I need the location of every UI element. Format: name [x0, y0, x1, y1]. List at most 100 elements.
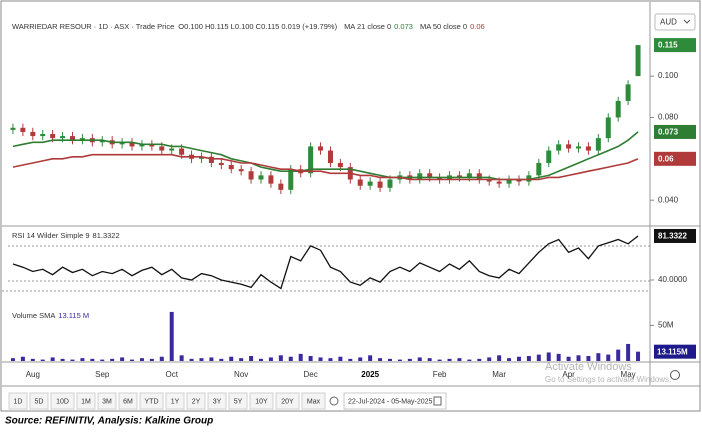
candle-body: [238, 169, 244, 172]
last-value-box: [654, 151, 696, 166]
range-button[interactable]: [249, 392, 274, 410]
candle-body: [60, 136, 66, 139]
volume-bar: [120, 357, 125, 361]
watermark-title: Activate Windows: [545, 361, 632, 373]
candle-body: [546, 150, 552, 163]
range-button[interactable]: [228, 392, 248, 410]
volume-bar: [507, 358, 512, 361]
range-button[interactable]: [275, 392, 300, 410]
volume-bar: [526, 356, 531, 361]
volume-bar: [616, 349, 621, 361]
range-button[interactable]: [165, 392, 185, 410]
x-tick-label: Oct: [165, 370, 178, 379]
range-label[interactable]: 20Y: [281, 398, 294, 405]
range-label[interactable]: 5D: [35, 398, 44, 405]
volume-bar: [358, 357, 363, 361]
candle-body: [159, 146, 165, 151]
volume-bar: [20, 356, 25, 361]
range-label[interactable]: 2Y: [192, 398, 201, 405]
volume-bar: [60, 358, 65, 361]
volume-bar: [189, 358, 194, 361]
legend-value: 81.3322: [93, 231, 120, 240]
range-label[interactable]: 5Y: [234, 398, 243, 405]
range-label[interactable]: 3Y: [213, 398, 222, 405]
series-line: [12, 153, 639, 181]
legend-name: MA 50 close 0: [420, 22, 467, 31]
range-button[interactable]: [8, 392, 28, 410]
volume-bar: [626, 343, 631, 361]
x-tick-label: May: [621, 370, 636, 379]
volume-bar: [576, 355, 581, 361]
candle-body: [466, 173, 472, 178]
range-label[interactable]: 6M: [123, 398, 133, 405]
range-button[interactable]: [29, 392, 49, 410]
volume-bar: [586, 356, 591, 361]
currency[interactable]: AUD: [660, 18, 677, 27]
volume-bar: [90, 358, 95, 361]
range-button[interactable]: [97, 392, 117, 410]
range-button[interactable]: [186, 392, 206, 410]
range-button[interactable]: [76, 392, 96, 410]
range-button[interactable]: [118, 392, 138, 410]
volume-bar: [169, 311, 174, 361]
range-label[interactable]: YTD: [145, 398, 159, 405]
range-button[interactable]: [139, 392, 164, 410]
volume-bar: [139, 358, 144, 361]
currency-select[interactable]: [654, 13, 696, 31]
last-value-label: 0.115: [658, 41, 678, 50]
range-button[interactable]: [207, 392, 227, 410]
x-tick-label: Mar: [492, 370, 506, 379]
candle-body: [208, 156, 214, 163]
last-value-box: [654, 344, 696, 359]
candle-body: [149, 144, 155, 147]
volume-bar: [467, 359, 472, 361]
last-value-box: [654, 124, 696, 139]
range-label[interactable]: 1M: [81, 398, 91, 405]
candle-body: [268, 175, 274, 184]
volume-bar: [40, 359, 45, 361]
date-range[interactable]: 22-Jul-2024 - 05-May-2025: [348, 398, 433, 405]
reset-icon[interactable]: [329, 396, 339, 406]
x-tick-label: 2025: [361, 370, 379, 379]
range-label[interactable]: 10D: [56, 398, 69, 405]
candle-body: [556, 144, 562, 151]
volume-bar: [368, 355, 373, 361]
volume-bar: [110, 358, 115, 361]
range-button[interactable]: [301, 392, 326, 410]
volume-bar: [497, 355, 502, 361]
settings-icon[interactable]: [670, 370, 680, 380]
candle-body: [566, 144, 572, 149]
range-label[interactable]: Max: [307, 398, 321, 405]
volume-bar: [556, 353, 561, 361]
volume-bar: [437, 359, 442, 361]
legend-value: 0.073: [394, 22, 413, 31]
candle-body: [377, 181, 383, 188]
candle-body: [40, 134, 46, 137]
volume-bar: [30, 358, 35, 361]
date-range-box[interactable]: [343, 392, 447, 410]
candle-body: [79, 138, 85, 141]
candle-body: [308, 146, 314, 174]
dropdown-arrow: [683, 19, 691, 24]
range-button[interactable]: [50, 392, 75, 410]
candle-body: [119, 142, 125, 145]
candle-body: [318, 146, 324, 151]
range-label[interactable]: 1Y: [171, 398, 180, 405]
candle-body: [129, 142, 135, 147]
volume-bar: [100, 359, 105, 361]
range-label[interactable]: 10Y: [255, 398, 268, 405]
candle-body: [30, 131, 36, 137]
volume-bar: [159, 356, 164, 361]
range-label[interactable]: 1D: [14, 398, 23, 405]
volume-bar: [249, 356, 254, 361]
x-tick-label: Dec: [304, 370, 318, 379]
last-value-label: 0.06: [658, 154, 674, 163]
panel-legend: RSI 14 Wilder Simple 9 81.3322: [12, 231, 120, 240]
x-tick-label: Apr: [562, 370, 575, 379]
calendar-icon[interactable]: [433, 396, 442, 406]
volume-bar: [387, 358, 392, 361]
volume-bar: [298, 353, 303, 361]
candle-body: [595, 138, 601, 151]
candle-body: [635, 45, 641, 77]
range-label[interactable]: 3M: [102, 398, 112, 405]
